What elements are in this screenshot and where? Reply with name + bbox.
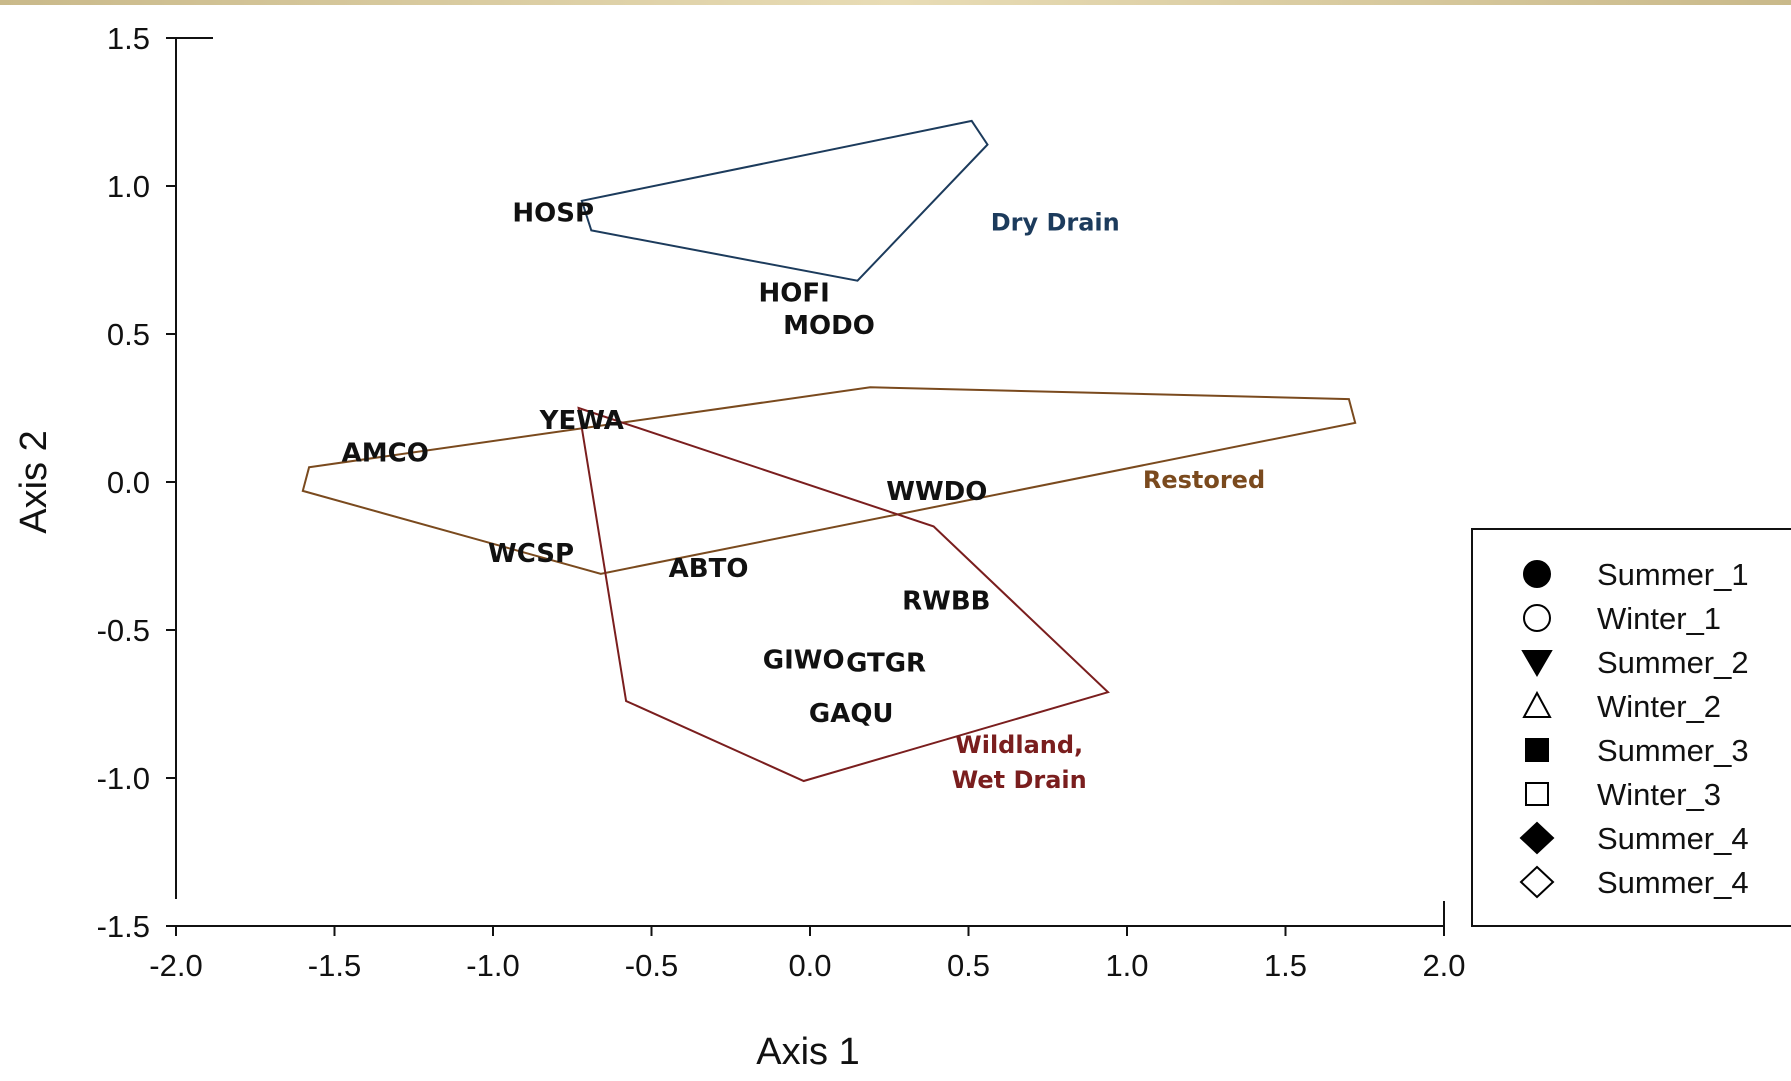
- y-tick-label: -1.5: [97, 909, 150, 944]
- y-tick-label: 1.5: [107, 21, 150, 56]
- legend-label: Summer_3: [1597, 733, 1749, 768]
- x-tick-label: 1.5: [1264, 948, 1307, 983]
- group-label: Wet Drain: [952, 766, 1087, 794]
- species-label-giwo: GIWO: [763, 646, 845, 676]
- species-label-rwbb: RWBB: [902, 586, 990, 616]
- species-label-hosp: HOSP: [512, 199, 594, 229]
- legend-marker-filled-diamond: [1519, 821, 1555, 855]
- y-axis-title: Axis 2: [13, 430, 55, 533]
- legend-marker-open-diamond: [1519, 865, 1555, 899]
- species-label-modo: MODO: [783, 311, 875, 341]
- group-label: Dry Drain: [991, 208, 1120, 236]
- legend-marker-open-square: [1525, 782, 1549, 806]
- group-label: Wildland,: [955, 731, 1083, 759]
- species-label-abto: ABTO: [669, 554, 749, 584]
- legend-marker-open-circle: [1523, 604, 1551, 632]
- group-hulls: [301, 119, 1357, 783]
- x-ticks: -2.0 -1.5 -1.0 -0.5 0.0 0.5 1.0 1.5 2.0: [149, 926, 1466, 983]
- legend-marker-open-triangle-up: [1522, 690, 1552, 718]
- y-tick-label: 0.0: [107, 465, 150, 500]
- x-tick-label: 0.5: [947, 948, 990, 983]
- legend-marker-filled-triangle-down: [1521, 650, 1553, 677]
- legend-label: Summer_4: [1597, 821, 1749, 856]
- legend-marker-filled-circle: [1523, 560, 1551, 588]
- legend-label: Winter_1: [1597, 601, 1721, 636]
- y-tick-label: 0.5: [107, 317, 150, 352]
- legend-label: Summer_4: [1597, 865, 1749, 900]
- species-label-yewa: YEWA: [539, 406, 624, 436]
- species-label-gtgr: GTGR: [846, 649, 926, 679]
- legend-label: Summer_1: [1597, 557, 1749, 592]
- y-ticks: 1.5 1.0 0.5 0.0 -0.5 -1.0 -1.5: [97, 21, 176, 944]
- hull-restored: [301, 386, 1357, 575]
- hull-wildland-wet-drain: [577, 406, 1110, 783]
- x-tick-label: 1.0: [1105, 948, 1148, 983]
- species-label-wwdo: WWDO: [886, 477, 987, 507]
- axes: 1.5 1.0 0.5 0.0 -0.5 -1.0 -1.5 -2.0 -1.5 -1.0 -0.…: [97, 21, 1466, 983]
- x-tick-label: -0.5: [625, 948, 678, 983]
- group-labels: Dry Drain Restored Wildland, Wet Drain: [952, 208, 1265, 794]
- legend-label: Winter_2: [1597, 689, 1721, 724]
- legend-box: [1471, 528, 1791, 927]
- legend: Summer_1 Winter_1 Summer_2 Winter_2 Summer_3…: [1471, 528, 1791, 927]
- species-label-gaqu: GAQU: [809, 699, 894, 729]
- x-tick-label: 2.0: [1422, 948, 1465, 983]
- x-tick-label: -1.5: [308, 948, 361, 983]
- legend-label: Winter_3: [1597, 777, 1721, 812]
- species-label-wcsp: WCSP: [488, 539, 574, 569]
- x-tick-label: 0.0: [788, 948, 831, 983]
- legend-marker-filled-square: [1525, 738, 1549, 762]
- y-tick-label: -0.5: [97, 613, 150, 648]
- hull-dry-drain: [580, 119, 989, 282]
- legend-entries: Summer_1 Winter_1 Summer_2 Winter_2 Summer_3…: [1519, 557, 1749, 900]
- x-tick-label: -1.0: [466, 948, 519, 983]
- x-axis-title: Axis 1: [756, 1031, 859, 1073]
- y-tick-label: 1.0: [107, 169, 150, 204]
- species-label-hofi: HOFI: [759, 279, 830, 309]
- y-tick-label: -1.0: [97, 761, 150, 796]
- legend-label: Summer_2: [1597, 645, 1749, 680]
- x-tick-label: -2.0: [149, 948, 202, 983]
- top-decorative-band: [0, 0, 1791, 5]
- species-label-amco: AMCO: [342, 438, 429, 468]
- group-label: Restored: [1143, 466, 1265, 494]
